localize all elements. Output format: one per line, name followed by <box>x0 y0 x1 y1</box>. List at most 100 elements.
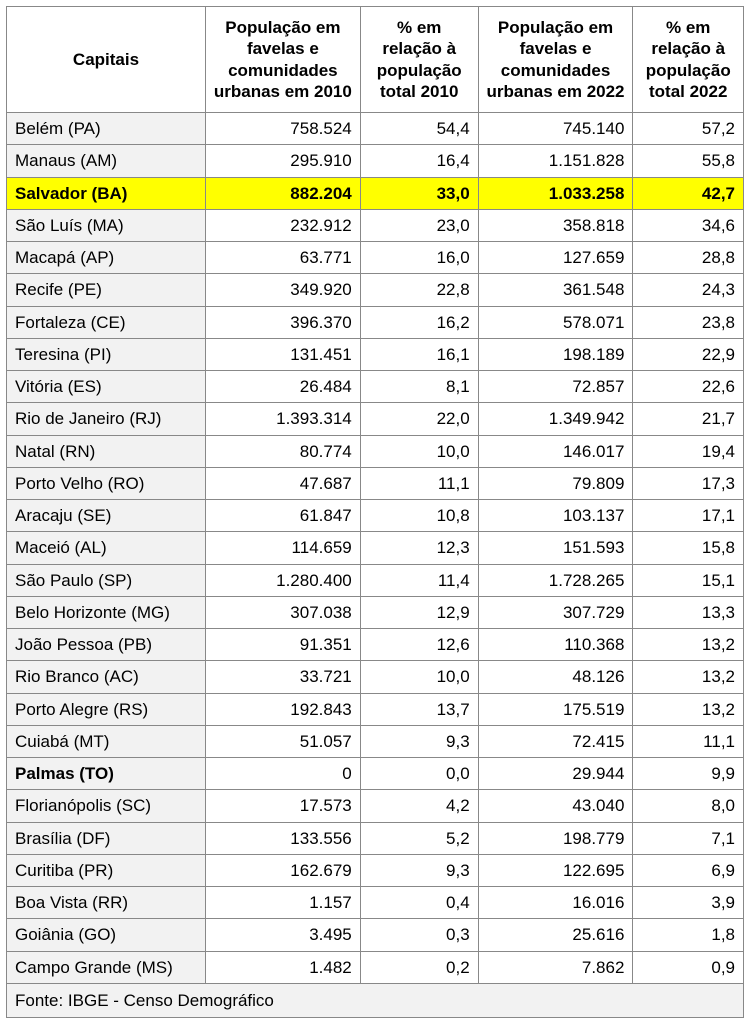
cell-pct2022: 7,1 <box>633 822 744 854</box>
table-header: Capitais População em favelas e comunida… <box>7 7 744 113</box>
cell-city: Vitória (ES) <box>7 371 206 403</box>
cell-pct2010: 10,0 <box>360 661 478 693</box>
cell-city: Goiânia (GO) <box>7 919 206 951</box>
header-pct2022: % em relação à população total 2022 <box>633 7 744 113</box>
cell-pop2022: 151.593 <box>478 532 633 564</box>
cell-city: João Pessoa (PB) <box>7 629 206 661</box>
cell-pct2022: 0,9 <box>633 951 744 983</box>
cell-pct2010: 4,2 <box>360 790 478 822</box>
cell-pct2022: 19,4 <box>633 435 744 467</box>
table-row: Curitiba (PR)162.6799,3122.6956,9 <box>7 854 744 886</box>
cell-pop2010: 26.484 <box>205 371 360 403</box>
cell-pct2010: 0,4 <box>360 887 478 919</box>
cell-pct2010: 16,4 <box>360 145 478 177</box>
cell-pop2010: 758.524 <box>205 113 360 145</box>
cell-city: Palmas (TO) <box>7 758 206 790</box>
cell-pop2022: 1.033.258 <box>478 177 633 209</box>
cell-pct2022: 13,2 <box>633 661 744 693</box>
table-row: João Pessoa (PB)91.35112,6110.36813,2 <box>7 629 744 661</box>
cell-pop2010: 0 <box>205 758 360 790</box>
table-row: Rio Branco (AC)33.72110,048.12613,2 <box>7 661 744 693</box>
cell-pct2010: 9,3 <box>360 854 478 886</box>
cell-city: Cuiabá (MT) <box>7 725 206 757</box>
cell-city: Fortaleza (CE) <box>7 306 206 338</box>
cell-pct2022: 15,8 <box>633 532 744 564</box>
table-row: Goiânia (GO)3.4950,325.6161,8 <box>7 919 744 951</box>
cell-pop2022: 358.818 <box>478 209 633 241</box>
cell-pop2010: 1.482 <box>205 951 360 983</box>
cell-pop2022: 43.040 <box>478 790 633 822</box>
cell-city: Aracaju (SE) <box>7 500 206 532</box>
cell-pop2022: 103.137 <box>478 500 633 532</box>
cell-pct2010: 11,4 <box>360 564 478 596</box>
cell-pop2022: 1.151.828 <box>478 145 633 177</box>
table-row: Natal (RN)80.77410,0146.01719,4 <box>7 435 744 467</box>
table-row: Porto Alegre (RS)192.84313,7175.51913,2 <box>7 693 744 725</box>
table-row: Boa Vista (RR)1.1570,416.0163,9 <box>7 887 744 919</box>
cell-city: Boa Vista (RR) <box>7 887 206 919</box>
cell-pop2022: 79.809 <box>478 467 633 499</box>
cell-city: São Paulo (SP) <box>7 564 206 596</box>
cell-city: Porto Velho (RO) <box>7 467 206 499</box>
cell-pop2022: 361.548 <box>478 274 633 306</box>
cell-pop2010: 192.843 <box>205 693 360 725</box>
cell-city: Curitiba (PR) <box>7 854 206 886</box>
cell-city: Manaus (AM) <box>7 145 206 177</box>
cell-pct2022: 11,1 <box>633 725 744 757</box>
cell-city: São Luís (MA) <box>7 209 206 241</box>
cell-pop2022: 29.944 <box>478 758 633 790</box>
cell-city: Macapá (AP) <box>7 242 206 274</box>
cell-pop2022: 745.140 <box>478 113 633 145</box>
cell-pop2022: 1.728.265 <box>478 564 633 596</box>
cell-city: Rio Branco (AC) <box>7 661 206 693</box>
cell-pop2022: 110.368 <box>478 629 633 661</box>
table-row: Campo Grande (MS)1.4820,27.8620,9 <box>7 951 744 983</box>
cell-pct2010: 22,8 <box>360 274 478 306</box>
cell-pct2010: 10,0 <box>360 435 478 467</box>
header-pop2022: População em favelas e comunidades urban… <box>478 7 633 113</box>
cell-pct2022: 13,2 <box>633 693 744 725</box>
table-row: Porto Velho (RO)47.68711,179.80917,3 <box>7 467 744 499</box>
cell-city: Salvador (BA) <box>7 177 206 209</box>
cell-pop2010: 1.157 <box>205 887 360 919</box>
table-row: Recife (PE)349.92022,8361.54824,3 <box>7 274 744 306</box>
cell-pct2010: 54,4 <box>360 113 478 145</box>
table-row: Belo Horizonte (MG)307.03812,9307.72913,… <box>7 596 744 628</box>
cell-city: Rio de Janeiro (RJ) <box>7 403 206 435</box>
cell-pct2010: 13,7 <box>360 693 478 725</box>
cell-city: Teresina (PI) <box>7 338 206 370</box>
cell-pop2022: 48.126 <box>478 661 633 693</box>
cell-pop2010: 61.847 <box>205 500 360 532</box>
cell-pct2010: 12,9 <box>360 596 478 628</box>
cell-pct2022: 28,8 <box>633 242 744 274</box>
cell-pct2010: 12,3 <box>360 532 478 564</box>
cell-pct2022: 1,8 <box>633 919 744 951</box>
cell-pct2010: 22,0 <box>360 403 478 435</box>
cell-pct2010: 9,3 <box>360 725 478 757</box>
cell-pop2022: 146.017 <box>478 435 633 467</box>
cell-pct2022: 24,3 <box>633 274 744 306</box>
cell-pct2022: 34,6 <box>633 209 744 241</box>
cell-city: Belo Horizonte (MG) <box>7 596 206 628</box>
cell-pop2022: 122.695 <box>478 854 633 886</box>
table-row: Vitória (ES)26.4848,172.85722,6 <box>7 371 744 403</box>
table-body: Belém (PA)758.52454,4745.14057,2Manaus (… <box>7 113 744 984</box>
cell-pop2022: 127.659 <box>478 242 633 274</box>
cell-pop2010: 3.495 <box>205 919 360 951</box>
cell-pct2022: 57,2 <box>633 113 744 145</box>
cell-pop2022: 72.415 <box>478 725 633 757</box>
cell-pop2010: 232.912 <box>205 209 360 241</box>
table-row: Cuiabá (MT)51.0579,372.41511,1 <box>7 725 744 757</box>
cell-pop2010: 162.679 <box>205 854 360 886</box>
cell-pop2022: 198.189 <box>478 338 633 370</box>
cell-pct2010: 33,0 <box>360 177 478 209</box>
table-row: Florianópolis (SC)17.5734,243.0408,0 <box>7 790 744 822</box>
cell-pop2022: 1.349.942 <box>478 403 633 435</box>
cell-pct2022: 8,0 <box>633 790 744 822</box>
cell-pct2022: 13,3 <box>633 596 744 628</box>
table-row: Macapá (AP)63.77116,0127.65928,8 <box>7 242 744 274</box>
cell-city: Recife (PE) <box>7 274 206 306</box>
table-row: Fortaleza (CE)396.37016,2578.07123,8 <box>7 306 744 338</box>
cell-pct2010: 0,3 <box>360 919 478 951</box>
cell-pct2010: 8,1 <box>360 371 478 403</box>
